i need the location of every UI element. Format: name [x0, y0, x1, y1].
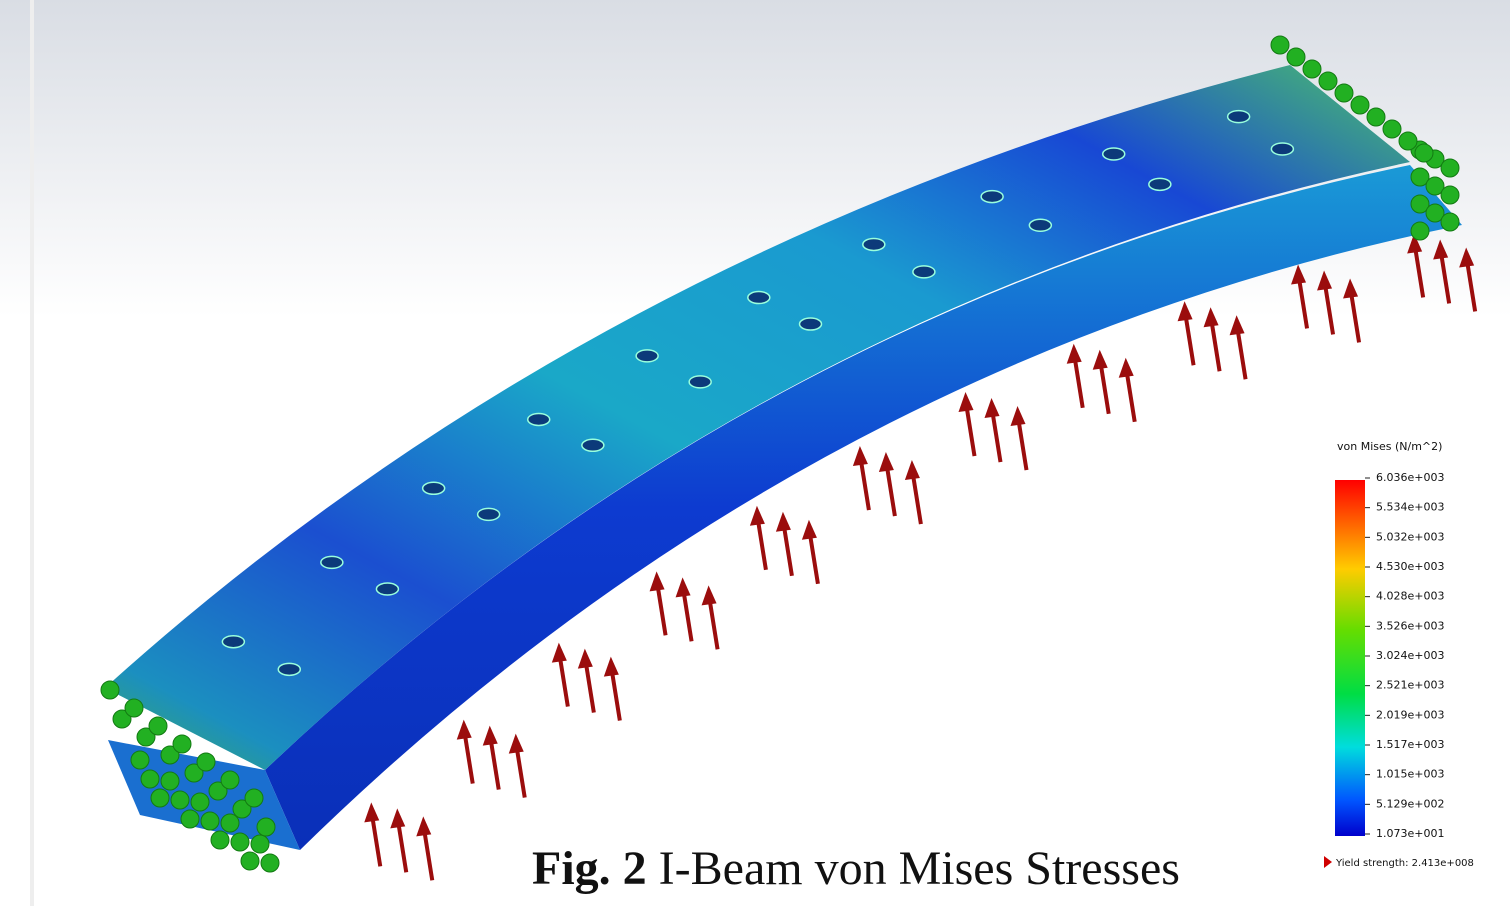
legend-label: 2.521e+003 [1376, 679, 1444, 692]
fixture [1441, 186, 1459, 204]
fixture [245, 789, 263, 807]
legend-label: 4.530e+003 [1376, 560, 1444, 573]
hole [1103, 148, 1125, 160]
legend-label: 3.024e+003 [1376, 649, 1444, 662]
fixture [261, 854, 279, 872]
fixture [149, 717, 167, 735]
hole [800, 318, 822, 330]
fixture [1399, 132, 1417, 150]
fixture [1383, 120, 1401, 138]
fixture [173, 735, 191, 753]
fixture [231, 833, 249, 851]
hole [1228, 111, 1250, 123]
caption-text: I-Beam von Mises Stresses [659, 842, 1180, 895]
legend-label: 6.036e+003 [1376, 471, 1444, 484]
hole [913, 266, 935, 278]
fixture [1411, 222, 1429, 240]
fixture [251, 835, 269, 853]
fixture [1287, 48, 1305, 66]
fixture [257, 818, 275, 836]
fixture [1367, 108, 1385, 126]
legend-label: 1.073e+001 [1376, 827, 1444, 840]
legend-label: 1.517e+003 [1376, 738, 1444, 751]
fixture [171, 791, 189, 809]
fixture [1415, 144, 1433, 162]
hole [1029, 219, 1051, 231]
hole [636, 350, 658, 362]
legend-label: 5.032e+003 [1376, 530, 1444, 543]
legend-label: 2.019e+003 [1376, 708, 1444, 721]
caption-label: Fig. 2 [532, 842, 647, 895]
hole [321, 556, 343, 568]
legend-title: von Mises (N/m^2) [1337, 440, 1442, 453]
fixture [141, 770, 159, 788]
legend-label: 1.015e+003 [1376, 768, 1444, 781]
hole [278, 663, 300, 675]
legend-label: 5.534e+003 [1376, 501, 1444, 514]
fixture [1441, 213, 1459, 231]
fixture [197, 753, 215, 771]
hole [423, 482, 445, 494]
fea-view: von Mises (N/m^2) 6.036e+003 5.534e+003 5.… [0, 0, 1510, 906]
fixture [1351, 96, 1369, 114]
fixture [1303, 60, 1321, 78]
hole [1271, 143, 1293, 155]
yield-strength: Yield strength: 2.413e+008 [1335, 858, 1474, 869]
hole [528, 413, 550, 425]
hole [582, 439, 604, 451]
legend-label: 5.129e+002 [1376, 797, 1444, 810]
hole [863, 238, 885, 250]
fixture [221, 814, 239, 832]
fixture [101, 681, 119, 699]
fixture [1441, 159, 1459, 177]
hole [981, 191, 1003, 203]
fixture [1271, 36, 1289, 54]
hole [222, 636, 244, 648]
fixture [131, 751, 149, 769]
fixture [1319, 72, 1337, 90]
fixture [211, 831, 229, 849]
color-bar [1335, 480, 1365, 836]
fixture [1335, 84, 1353, 102]
hole [376, 583, 398, 595]
fixture [161, 772, 179, 790]
hole [689, 376, 711, 388]
hole [478, 508, 500, 520]
hole [748, 292, 770, 304]
hole [1149, 178, 1171, 190]
legend-label: 3.526e+003 [1376, 619, 1444, 632]
fixture [221, 771, 239, 789]
fixture [241, 852, 259, 870]
fixture [191, 793, 209, 811]
fixture [151, 789, 169, 807]
legend-label: 4.028e+003 [1376, 590, 1444, 603]
fixture [181, 810, 199, 828]
panel-edge [30, 0, 34, 906]
caption: Fig. 2 I-Beam von Mises Stresses [532, 842, 1180, 895]
fixture [201, 812, 219, 830]
fixture [125, 699, 143, 717]
